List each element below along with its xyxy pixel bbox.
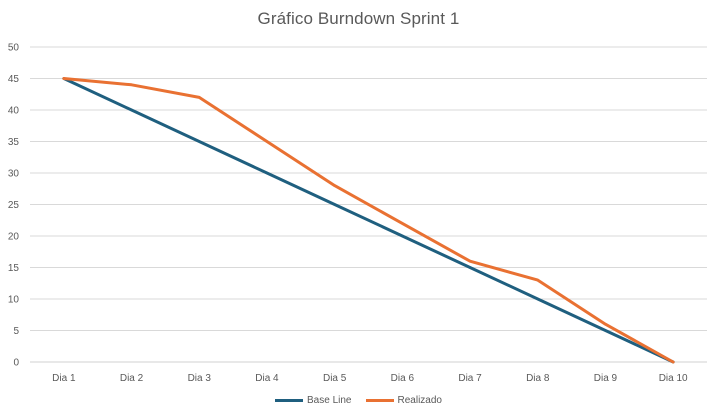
chart-legend: Base Line Realizado (0, 395, 717, 406)
y-tick-label: 50 (8, 43, 20, 54)
legend-label: Base Line (307, 395, 352, 406)
y-tick-label: 30 (8, 169, 20, 180)
legend-label: Realizado (397, 395, 442, 406)
x-tick-label: Dia 6 (391, 373, 415, 384)
legend-item: Base Line (275, 395, 352, 406)
y-tick-label: 35 (8, 137, 20, 148)
series-line-2 (62, 77, 675, 364)
x-tick-label: Dia 2 (120, 373, 144, 384)
x-tick-label: Dia 7 (458, 373, 482, 384)
y-tick-label: 45 (8, 74, 20, 85)
y-tick-label: 20 (8, 232, 20, 243)
y-tick-label: 40 (8, 106, 20, 117)
x-tick-label: Dia 8 (526, 373, 550, 384)
y-tick-label: 25 (8, 200, 20, 211)
series-line-1 (62, 77, 675, 364)
x-tick-label: Dia 9 (594, 373, 618, 384)
x-tick-label: Dia 4 (255, 373, 279, 384)
legend-swatch (275, 399, 304, 402)
x-tick-label: Dia 1 (52, 373, 76, 384)
y-tick-label: 5 (13, 326, 19, 337)
x-tick-label: Dia 5 (323, 373, 347, 384)
legend-swatch (365, 399, 394, 402)
y-tick-label: 10 (8, 295, 20, 306)
chart-title: Gráfico Burndown Sprint 1 (257, 9, 460, 28)
x-tick-label: Dia 3 (188, 373, 212, 384)
y-tick-label: 0 (13, 358, 19, 369)
legend-item: Realizado (365, 395, 442, 406)
y-tick-label: 15 (8, 263, 20, 274)
x-tick-label: Dia 10 (659, 373, 688, 384)
